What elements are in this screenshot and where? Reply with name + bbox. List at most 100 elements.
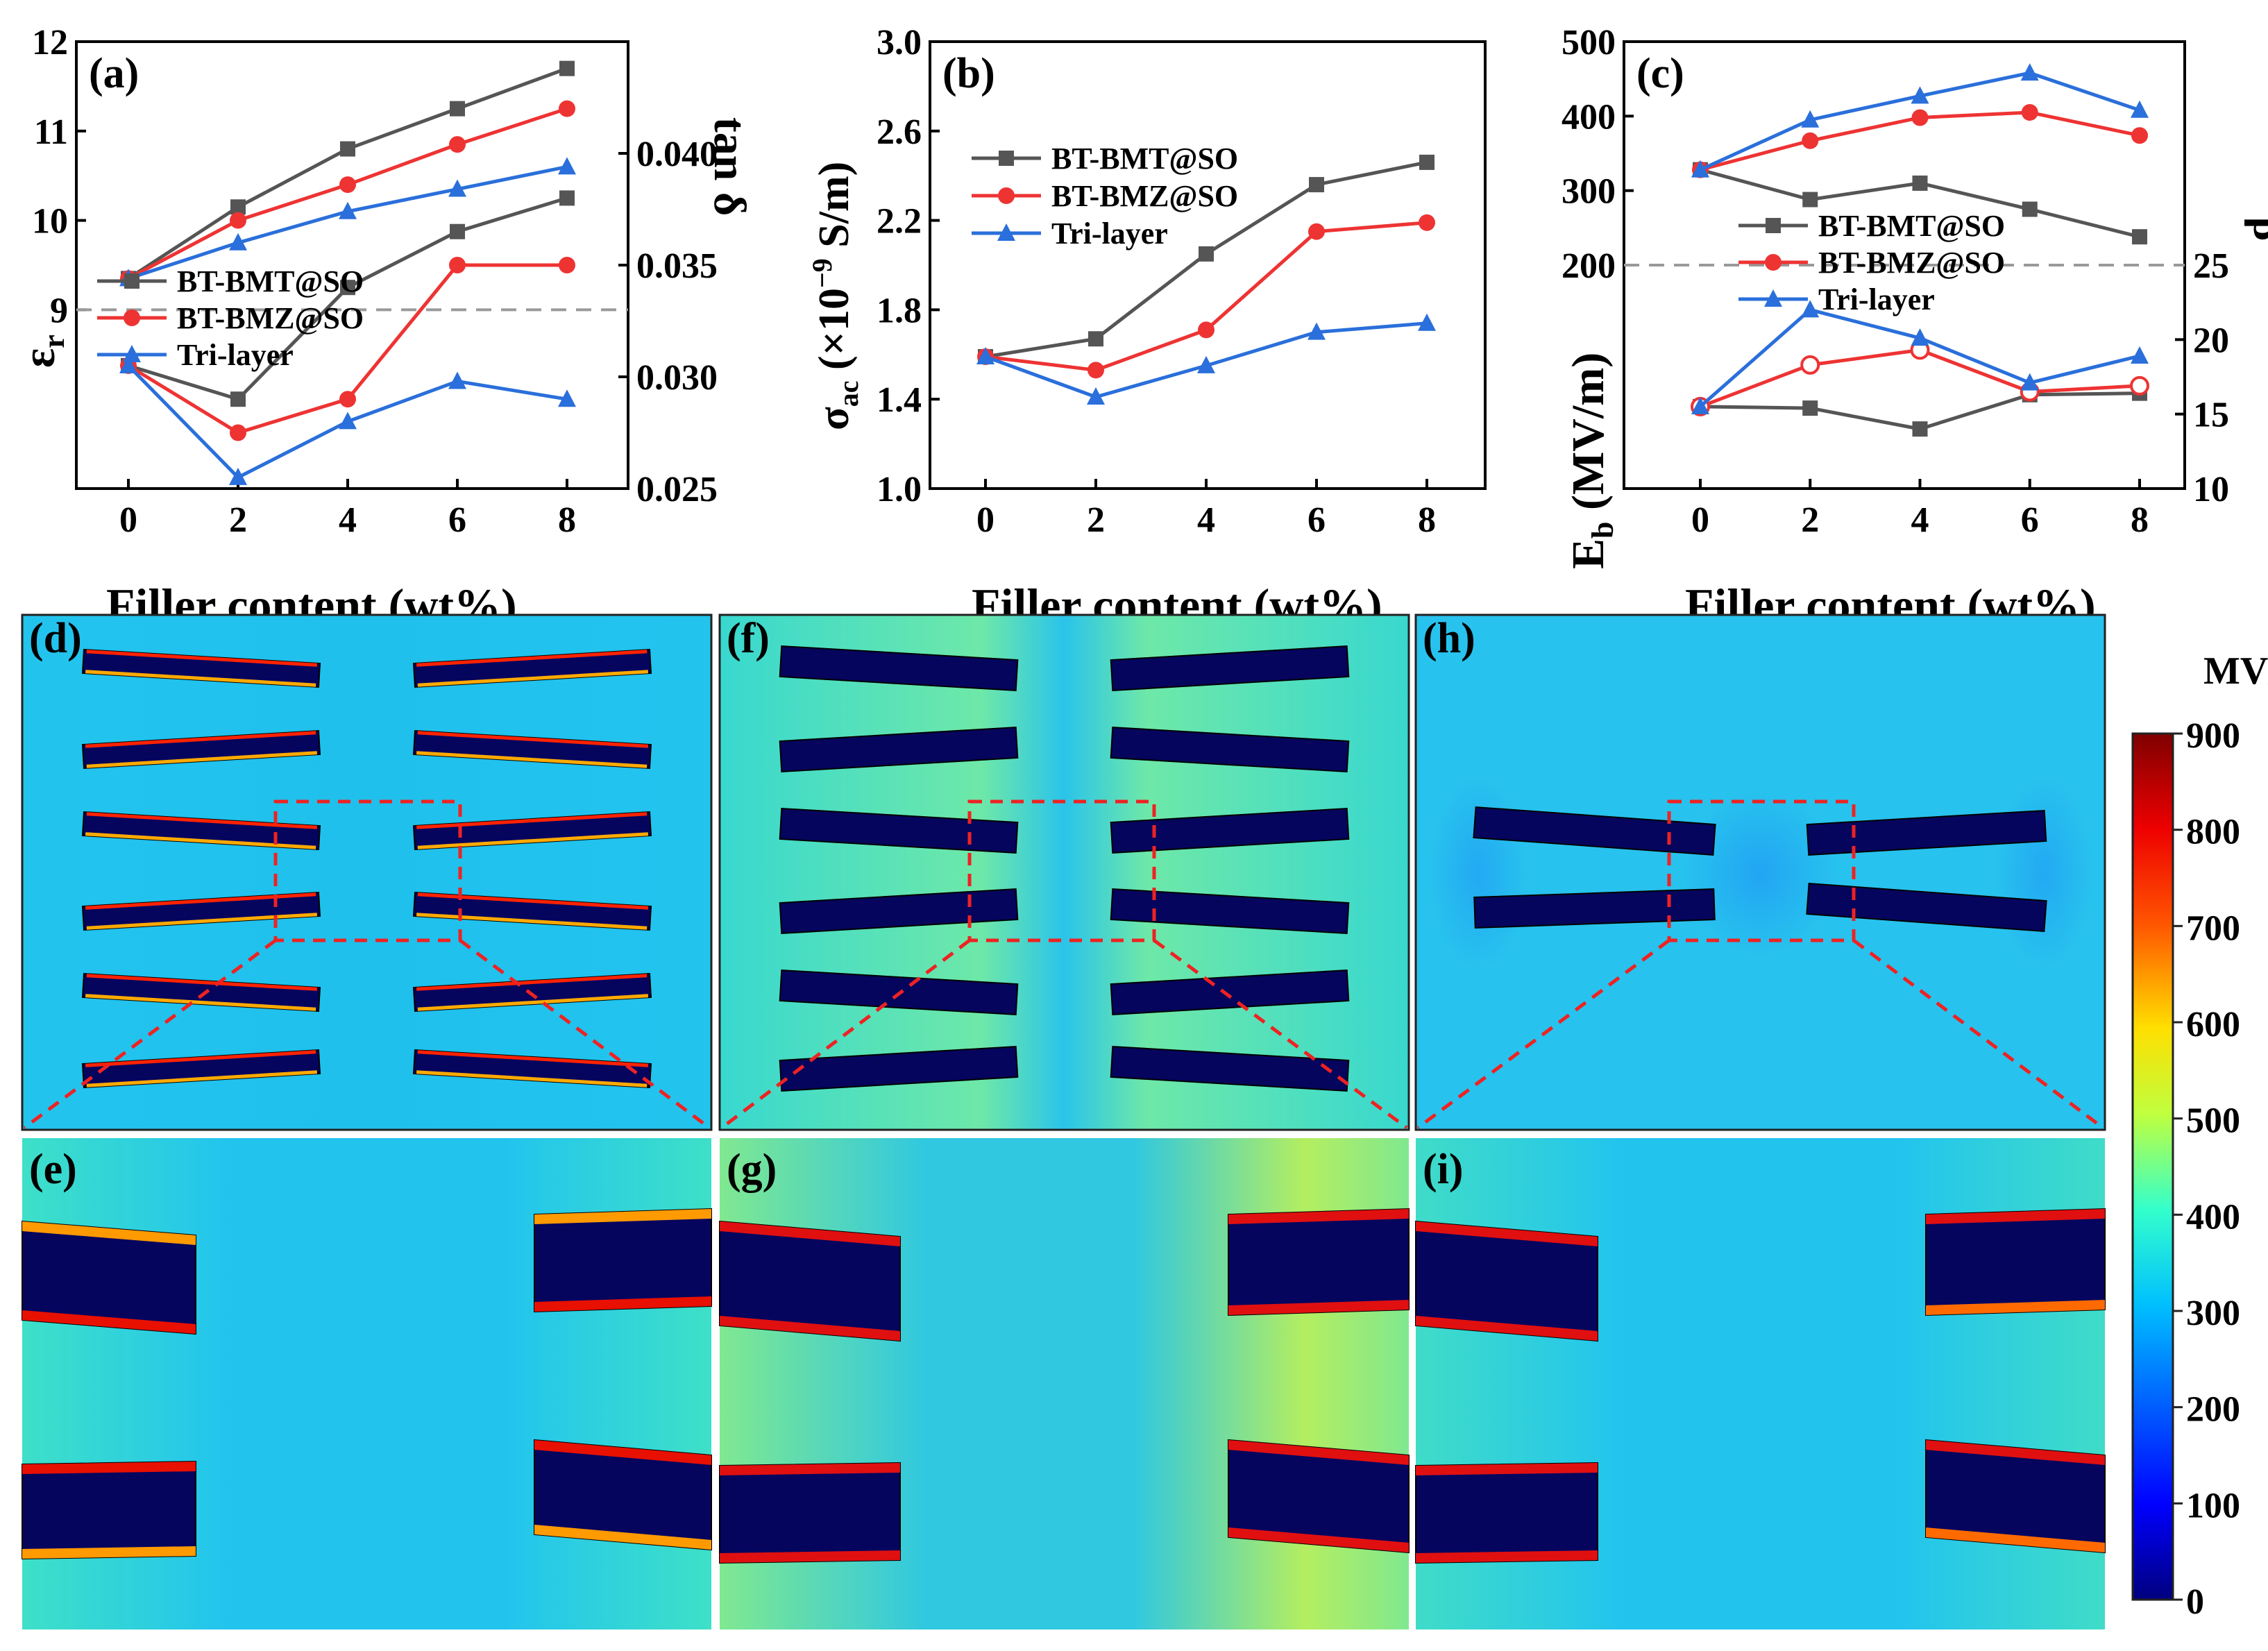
data-point	[1198, 321, 1215, 339]
legend-label: BT-BMT@SO	[177, 264, 364, 298]
zoom-platelet-i	[1925, 1208, 2106, 1316]
legend-label: Tri-layer	[177, 338, 294, 372]
y-tick-label: 2.2	[877, 202, 922, 242]
platelet-d	[81, 891, 321, 931]
data-point	[229, 467, 247, 485]
platelet-f	[1110, 726, 1350, 773]
data-point	[119, 355, 137, 373]
x-tick-label: 8	[2131, 500, 2149, 540]
data-point	[1801, 300, 1820, 318]
data-point	[1691, 396, 1709, 414]
platelet-f	[779, 1045, 1019, 1092]
platelet-f	[1110, 1045, 1350, 1092]
zoom-platelet-g	[1228, 1208, 1410, 1316]
y-tick-label: 12	[32, 23, 68, 62]
y-tick-label: 11	[34, 112, 68, 152]
y-tick-label: 1.0	[877, 470, 922, 509]
field-g-label: (g)	[727, 1146, 777, 1193]
legend-marker	[124, 273, 139, 289]
y2-tick-label: 0.025	[636, 470, 718, 509]
colorbar-gradient	[2131, 732, 2174, 1601]
legend-label: BT-BMT@SO	[1818, 209, 2005, 243]
zoom-indicators	[23, 799, 2104, 1130]
data-point	[1419, 154, 1435, 170]
data-point	[1418, 313, 1436, 331]
legend-label: BT-BMT@SO	[1051, 142, 1238, 176]
y-tick-label: 2.6	[877, 112, 922, 152]
data-point	[339, 176, 356, 194]
panel-b-ylabel: σac (×10−9 S/m)	[806, 162, 864, 430]
platelet-d	[81, 1049, 321, 1089]
data-point	[339, 391, 356, 408]
y-tick-label: 200	[1562, 246, 1616, 286]
zoom-line-f-left	[720, 939, 971, 1129]
legend-marker	[123, 345, 141, 362]
data-point	[1691, 160, 1709, 178]
zoom-platelet-e	[22, 1220, 196, 1335]
field-maps: (d) (e) (f) (g) (h) (i) MV/m 900 800 700 60…	[21, 613, 2268, 1629]
field-h-label: (h)	[1423, 615, 1475, 662]
colorbar-tick-label: 100	[2186, 1486, 2240, 1525]
panel-c-ylabel-left: Eb (MV/m)	[1563, 353, 1620, 569]
legend-marker	[1764, 289, 1782, 307]
panel-c-ylabel-right: β	[2244, 217, 2268, 242]
data-point	[2130, 375, 2149, 396]
data-point	[559, 190, 575, 206]
platelet-f	[779, 726, 1019, 773]
zoom-line-f-right	[1153, 938, 1408, 1130]
platelet-d	[81, 729, 321, 770]
x-tick-label: 2	[1801, 500, 1819, 540]
x-tick-label: 8	[558, 500, 576, 540]
data-point	[2022, 201, 2038, 217]
legend-label: BT-BMZ@SO	[1818, 246, 2005, 280]
data-point	[1801, 110, 1820, 128]
data-point	[1802, 132, 1819, 149]
zoom-platelet-i	[1415, 1462, 1598, 1564]
zoom-platelet-g	[1228, 1439, 1410, 1554]
data-point	[559, 60, 575, 76]
zoom-line-h-left	[1416, 938, 1670, 1130]
data-point	[558, 157, 576, 175]
platelet-f	[1110, 645, 1350, 692]
data-point	[1308, 223, 1325, 240]
x-tick-label: 6	[448, 500, 466, 540]
zoom-platelet-e	[22, 1460, 196, 1560]
data-point	[1911, 328, 1929, 346]
y-tick-label: 10	[32, 202, 68, 242]
data-point	[1912, 421, 1928, 437]
zoom-box-h	[1667, 799, 1856, 942]
data-point	[559, 257, 575, 273]
zoom-platelet-g	[719, 1220, 901, 1342]
y2-tick-label: 15	[2193, 396, 2229, 435]
colorbar-tick-label: 300	[2186, 1294, 2240, 1333]
legend-label: BT-BMZ@SO	[177, 301, 364, 335]
field-h-edge-glow-left	[1430, 776, 1527, 970]
zoom-line-h-right	[1852, 939, 2104, 1129]
data-point	[2020, 63, 2039, 81]
zoom-line-d-right	[459, 939, 711, 1129]
platelet-f	[1110, 888, 1350, 935]
colorbar-title: MV/m	[2203, 650, 2268, 693]
x-tick-label: 0	[976, 500, 995, 540]
panel-a-label: (a)	[89, 50, 139, 97]
legend-marker	[999, 151, 1014, 166]
data-point	[450, 223, 465, 239]
series-line-BT-BMT@SO	[127, 67, 568, 280]
data-point	[339, 201, 357, 219]
platelet-f	[779, 888, 1019, 935]
y2-tick-label: 10	[2193, 470, 2229, 509]
colorbar-tick-label: 900	[2186, 716, 2240, 756]
zoom-line-d-left	[23, 938, 277, 1130]
x-tick-label: 0	[1691, 500, 1709, 540]
legend-marker	[124, 310, 140, 326]
data-point	[339, 412, 357, 430]
x-tick-label: 4	[1197, 500, 1215, 540]
zoom-platelet-i	[1925, 1439, 2106, 1554]
series-line-BT-BMZ@SO	[127, 107, 568, 280]
y-tick-label: 300	[1562, 172, 1616, 212]
zoom-box-f	[967, 799, 1156, 942]
x-tick-label: 2	[1087, 500, 1105, 540]
data-point	[448, 179, 466, 197]
legend-marker	[1766, 218, 1781, 233]
